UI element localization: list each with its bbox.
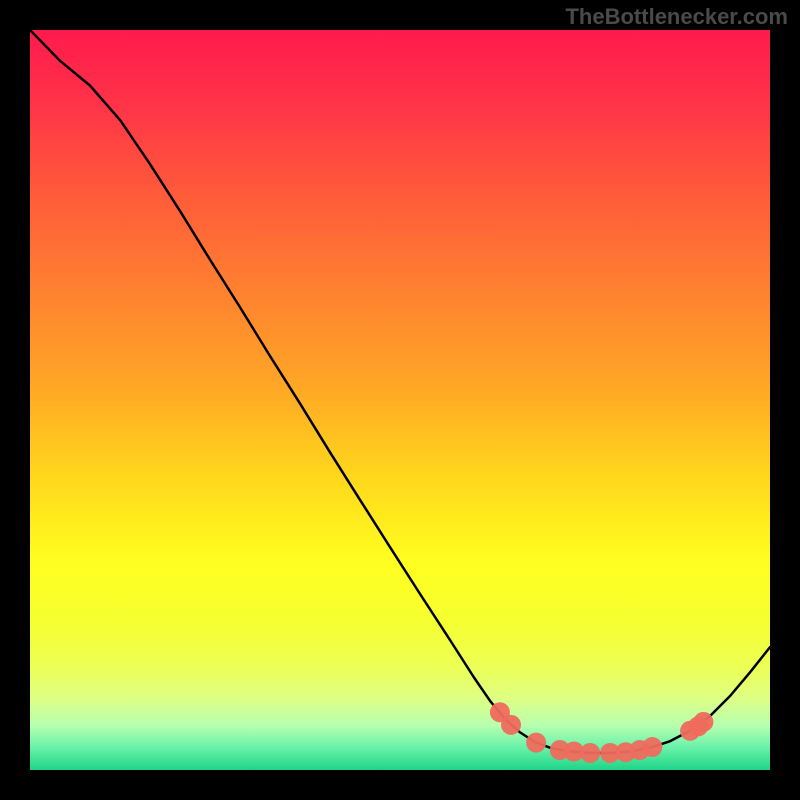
- data-marker: [501, 715, 521, 735]
- plot-background: [30, 30, 770, 770]
- attribution-text: TheBottlenecker.com: [565, 4, 788, 30]
- chart-frame: TheBottlenecker.com: [0, 0, 800, 800]
- chart-canvas: [0, 0, 800, 800]
- data-marker: [526, 733, 546, 753]
- data-marker: [693, 712, 713, 732]
- data-marker: [580, 743, 600, 763]
- data-marker: [642, 737, 662, 757]
